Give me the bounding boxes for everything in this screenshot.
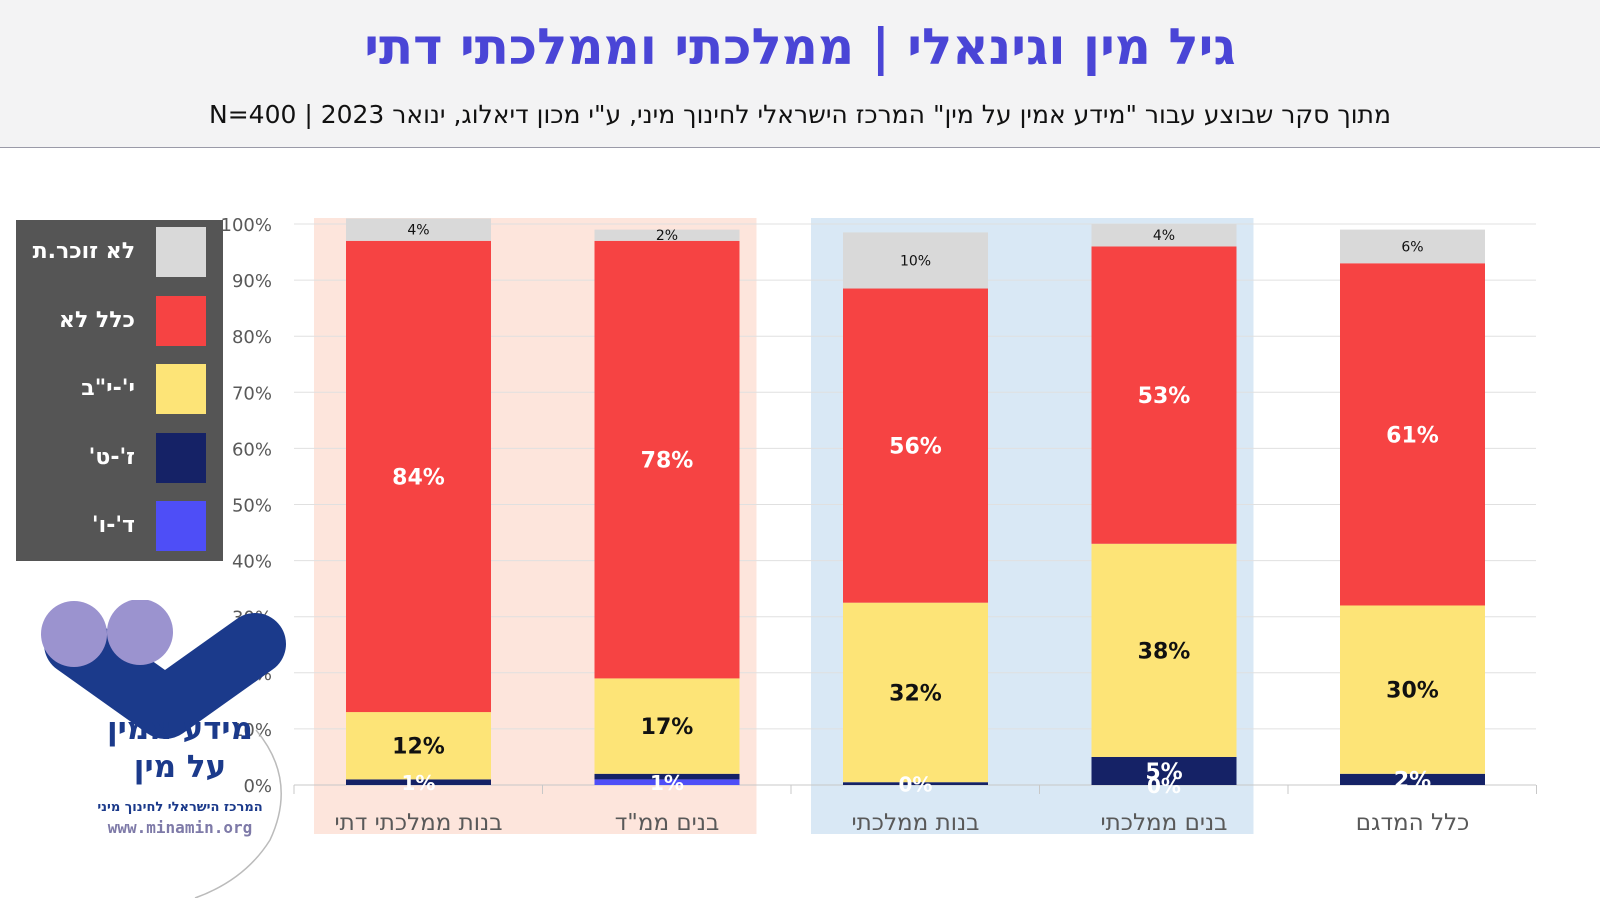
x-category-label: כלל המדגם [1356, 810, 1470, 836]
y-tick-label: 50% [232, 496, 272, 517]
bar-segment [1340, 263, 1485, 606]
x-category-label: בנים ממלכתי [1101, 810, 1228, 836]
y-tick-label: 90% [232, 271, 272, 292]
legend-label: י'-י"ב [81, 376, 135, 401]
logo-text-line-3: המרכז הישראלי לחינוך מיני [97, 800, 263, 815]
data-label: 38% [1138, 639, 1191, 664]
bar-segment [346, 779, 491, 785]
x-category-label: בנות ממלכתי [852, 810, 980, 836]
bar-segment [594, 229, 740, 241]
data-label: 0% [1147, 774, 1181, 798]
bar-segment [843, 232, 988, 289]
legend-label: כלל לא [58, 308, 135, 333]
legend-item-grades-7-9: ז'-ט' [16, 433, 223, 483]
data-label: 78% [641, 449, 694, 474]
bar-segment [1340, 605, 1485, 774]
legend-swatch [156, 501, 206, 551]
data-label: 53% [1138, 384, 1191, 409]
data-label: 2% [1394, 768, 1431, 793]
bar-segment [346, 218, 491, 241]
bar-segment [1091, 756, 1237, 785]
legend-label: לא זוכר.ת [32, 239, 135, 264]
data-label: 2% [656, 228, 678, 244]
legend-swatch [156, 433, 206, 483]
bar-segment [1340, 773, 1485, 785]
bar-segment [843, 602, 988, 783]
bar-segment [594, 773, 740, 780]
data-label: 10% [900, 253, 931, 269]
logo: מידע אמין על מין המרכז הישראלי לחינוך מי… [30, 600, 300, 898]
x-category-label: בנות ממלכתי דתי [334, 810, 502, 836]
data-label: 5% [1145, 760, 1182, 785]
logo-hearts-icon [41, 600, 286, 898]
legend-label: ז'-ט' [88, 445, 135, 470]
y-tick-label: 40% [232, 552, 272, 573]
data-label: 6% [1401, 239, 1423, 255]
legend-swatch [156, 227, 206, 277]
bar-segment [1091, 224, 1237, 247]
legend-swatch [156, 364, 206, 414]
logo-text-line-1: מידע אמין [107, 711, 253, 747]
y-tick-label: 0% [243, 776, 272, 797]
bar-segment [1091, 246, 1237, 544]
data-label: 1% [650, 771, 684, 795]
legend-item-dont-remember: לא זוכר.ת [16, 227, 223, 277]
bar-segment [594, 678, 740, 774]
page-subtitle: מתוך סקר שבוצע עבור "מידע אמין על מין" ה… [209, 100, 1391, 129]
bar-segment [594, 240, 740, 679]
y-tick-label: 60% [232, 439, 272, 460]
data-label: 12% [392, 735, 445, 760]
page-title: גיל מין וגינאלי | ממלכתי וממלכתי דתי [364, 18, 1236, 76]
legend-item-grades-10-12: י'-י"ב [16, 364, 223, 414]
legend-item-grades-4-6: ד'-ו' [16, 501, 223, 551]
data-label: 30% [1386, 679, 1439, 704]
data-label: 17% [641, 715, 694, 740]
data-label: 4% [407, 223, 429, 239]
logo-text-line-2: על מין [133, 749, 227, 785]
y-tick-label: 100% [221, 215, 272, 236]
bar-segment [1340, 229, 1485, 264]
legend-item-never: כלל לא [16, 296, 223, 346]
y-tick-label: 10% [232, 720, 272, 741]
data-label: 0% [899, 773, 933, 797]
data-label: 56% [889, 435, 942, 460]
data-label: 1% [402, 771, 436, 795]
logo-text-url: www.minamin.org [107, 818, 253, 837]
data-label: 61% [1386, 423, 1439, 448]
bar-segment [1091, 543, 1237, 757]
y-tick-label: 70% [232, 383, 272, 404]
y-tick-label: 80% [232, 327, 272, 348]
header: גיל מין וגינאלי | ממלכתי וממלכתי דתי מתו… [0, 0, 1600, 148]
bar-segment [843, 782, 988, 785]
x-category-label: בנים ממ"ד [615, 810, 720, 836]
bar-segment [346, 712, 491, 780]
legend-label: ד'-ו' [91, 513, 135, 538]
data-label: 32% [889, 681, 942, 706]
bar-segment [346, 240, 491, 713]
data-label: 4% [1153, 228, 1175, 244]
bar-segment [843, 288, 988, 603]
legend-swatch [156, 296, 206, 346]
bar-segment [594, 779, 740, 785]
data-label: 84% [392, 465, 445, 490]
legend: לא זוכר.ת כלל לא י'-י"ב ז'-ט' ד'-ו' [16, 220, 223, 561]
